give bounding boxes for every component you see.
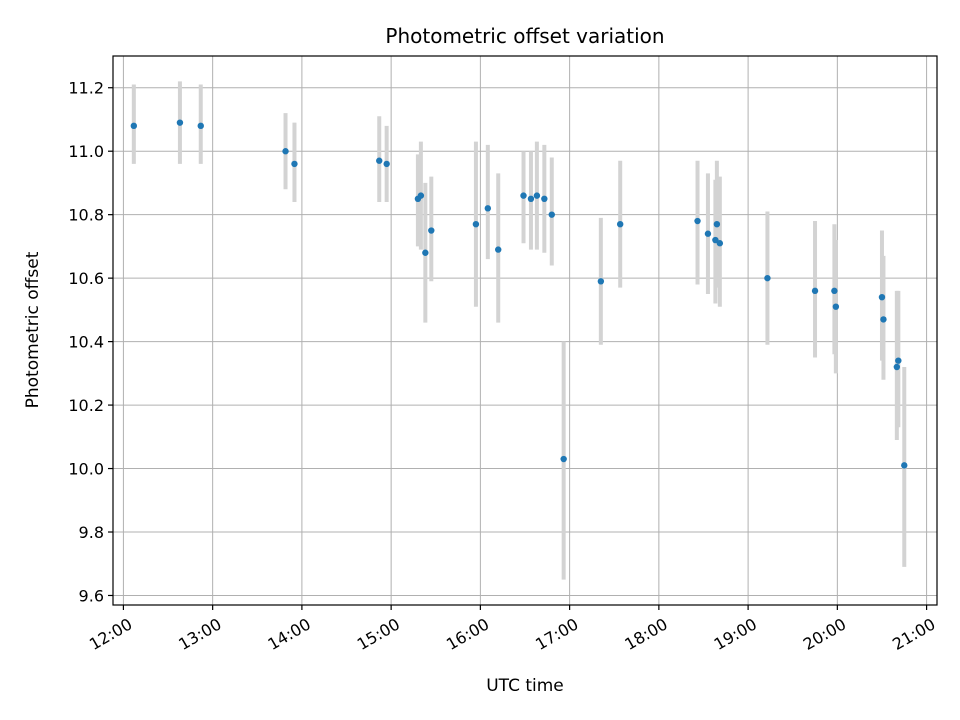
data-point [520, 192, 527, 199]
data-point [716, 240, 724, 247]
y-axis-label: Photometric offset [23, 251, 43, 408]
data-point [878, 293, 886, 301]
data-point [527, 195, 535, 203]
y-tick-label: 10.6 [68, 269, 104, 288]
data-point [376, 157, 383, 164]
data-point [880, 316, 887, 323]
y-tick-label: 10.2 [68, 396, 104, 415]
data-point [533, 192, 541, 199]
data-point [560, 455, 567, 463]
plot-frame [112, 55, 938, 606]
y-tick-label: 9.8 [79, 523, 104, 542]
data-point [616, 220, 624, 228]
data-point [694, 217, 701, 225]
data-point [291, 160, 298, 168]
data-point [548, 211, 555, 218]
data-point [472, 220, 480, 228]
chart-title: Photometric offset variation [385, 24, 664, 48]
data-point [422, 249, 429, 256]
data-point [428, 227, 435, 234]
grid-lines [113, 56, 937, 605]
x-axis-label: UTC time [486, 676, 564, 696]
data-point [764, 274, 771, 282]
data-point [831, 287, 838, 295]
data-point [811, 287, 819, 295]
data-point [176, 119, 184, 126]
data-point [197, 122, 204, 130]
data-point [130, 122, 138, 130]
data-point [901, 462, 908, 469]
data-point [417, 192, 425, 199]
data-point [704, 230, 712, 237]
y-tick-label: 9.6 [79, 586, 104, 605]
data-point [712, 236, 719, 244]
data-point [597, 278, 605, 285]
y-axis-ticks: 9.6 9.8 10.0 10.2 10.4 10.6 10.8 11.0 11.2 [68, 79, 113, 605]
y-tick-label: 10.4 [68, 333, 104, 352]
data-point [484, 205, 492, 212]
data-point [383, 160, 390, 168]
data-point [282, 148, 289, 155]
y-tick-label: 11.2 [68, 79, 104, 98]
data-point [895, 357, 902, 364]
y-tick-label: 11.0 [68, 142, 104, 161]
data-point [495, 246, 502, 253]
data-points [130, 119, 908, 469]
data-point [541, 195, 548, 203]
y-tick-label: 10.8 [68, 206, 104, 225]
data-point [713, 220, 721, 228]
data-point [893, 363, 901, 371]
data-point [832, 303, 840, 310]
y-tick-label: 10.0 [68, 460, 104, 479]
